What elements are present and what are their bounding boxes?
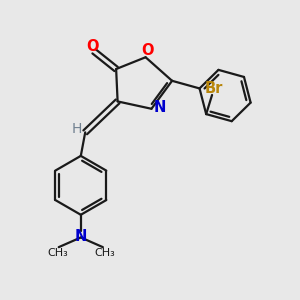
Text: CH₃: CH₃ bbox=[47, 248, 68, 258]
Text: N: N bbox=[75, 229, 87, 244]
Text: O: O bbox=[86, 39, 99, 54]
Text: CH₃: CH₃ bbox=[94, 248, 115, 258]
Text: Br: Br bbox=[204, 81, 223, 96]
Text: H: H bbox=[71, 122, 82, 136]
Text: O: O bbox=[141, 43, 153, 58]
Text: N: N bbox=[154, 100, 166, 115]
